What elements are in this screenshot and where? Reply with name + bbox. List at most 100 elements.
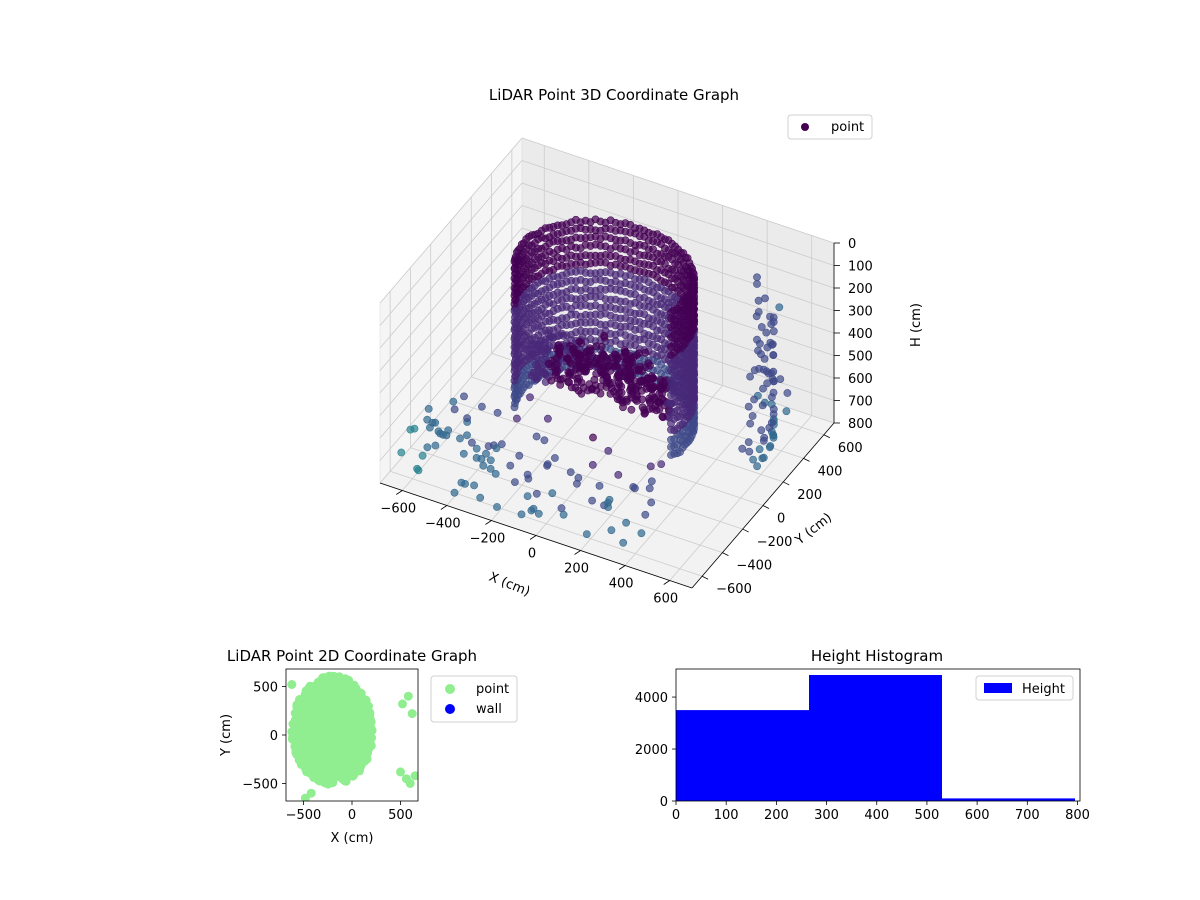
point-3d	[523, 492, 532, 500]
point-3d	[510, 350, 519, 359]
point-3d	[759, 436, 768, 445]
point-3d	[463, 414, 471, 423]
point-3d	[543, 461, 551, 470]
point-3d	[534, 509, 543, 518]
point-3d	[753, 280, 761, 288]
point-2d	[403, 691, 413, 701]
chart-3d-legend-marker	[801, 123, 809, 131]
point-3d	[510, 334, 519, 343]
point-3d	[529, 504, 538, 513]
point-3d	[564, 377, 572, 386]
chart-3d-zlabel: H (cm)	[909, 303, 924, 347]
chart-3d-ticks: −600 −400 −200 0 200 400 600 −600 −400 −200 0 200 40…	[379, 237, 873, 607]
point-3d	[572, 364, 581, 372]
chart-2d-legend-point-label: point	[476, 682, 509, 697]
point-3d	[637, 377, 645, 386]
grid-left-z	[379, 182, 523, 349]
point-3d	[605, 495, 614, 504]
point-3d	[638, 395, 646, 404]
point-3d	[607, 526, 616, 535]
point-3d	[646, 361, 654, 370]
point-3d	[541, 370, 550, 379]
point-2d	[318, 688, 328, 698]
point-3d	[647, 498, 656, 507]
chart-3d-points	[397, 215, 792, 547]
point-2d	[309, 752, 319, 762]
tick-z-label: 300	[848, 305, 873, 320]
point-3d	[510, 257, 519, 266]
point-3d	[638, 367, 646, 375]
point-3d	[510, 325, 519, 334]
point-3d	[486, 456, 495, 465]
point-3d	[472, 444, 481, 453]
point-2d	[366, 741, 376, 751]
point-2d	[330, 740, 340, 750]
point-3d	[627, 390, 636, 398]
point-3d	[456, 434, 464, 443]
point-3d	[753, 273, 761, 282]
point-3d	[746, 372, 754, 381]
point-2d	[329, 686, 339, 695]
point-3d	[769, 313, 778, 322]
point-3d	[667, 443, 675, 451]
point-2d	[290, 715, 300, 725]
tick-z-label: 500	[848, 350, 873, 365]
point-2d	[300, 793, 310, 801]
point-3d	[588, 496, 596, 505]
point-3d	[646, 462, 655, 471]
point-3d	[510, 274, 519, 283]
point-3d	[510, 392, 519, 401]
point-3d	[631, 395, 640, 404]
point-3d	[619, 403, 627, 412]
point-2d	[311, 699, 321, 709]
chart-3d-xlabel: X (cm)	[487, 570, 532, 600]
point-3d	[510, 376, 519, 385]
point-3d	[667, 408, 675, 417]
point-3d	[750, 366, 759, 375]
tick-hist-y-label: 2000	[635, 743, 668, 758]
tick-x	[396, 490, 403, 495]
point-3d	[769, 388, 778, 397]
chart-2d-xlabel: X (cm)	[331, 831, 374, 846]
point-3d	[510, 367, 519, 375]
point-2d	[360, 756, 369, 766]
grid-left-z	[379, 205, 523, 371]
point-3d	[566, 368, 575, 377]
point-3d	[532, 489, 541, 498]
histogram-legend-label: Height	[1022, 682, 1065, 697]
point-2d	[287, 727, 297, 737]
point-3d	[647, 477, 656, 486]
point-3d	[667, 435, 675, 444]
tick-y-label: 600	[838, 441, 863, 456]
tick-z-label: 400	[848, 327, 873, 342]
tick-x	[618, 565, 626, 570]
point-3d	[749, 455, 757, 464]
point-3d	[746, 419, 755, 428]
point-3d	[418, 451, 427, 460]
point-3d	[667, 366, 675, 375]
point-2d	[398, 699, 407, 709]
point-3d	[573, 377, 582, 386]
point-3d	[750, 395, 758, 404]
point-2d	[327, 772, 337, 781]
chart-2d-ylabel: Y (cm)	[219, 714, 234, 757]
chart-3d-legend-box	[787, 114, 873, 140]
point-3d	[757, 323, 766, 331]
tick-hist-y-label: 4000	[635, 691, 668, 706]
tick-y	[783, 481, 790, 486]
point-2d	[347, 688, 357, 698]
point-3d	[641, 510, 650, 519]
point-2d	[356, 725, 366, 735]
point-3d	[526, 393, 534, 402]
tick-x-label: −400	[425, 517, 461, 532]
point-2d	[326, 701, 336, 711]
grid-left-z	[379, 137, 523, 304]
point-2d	[339, 763, 349, 772]
point-2d	[291, 742, 300, 752]
point-3d	[534, 366, 543, 375]
point-3d	[575, 337, 584, 346]
chart-2d-legend-point-marker	[445, 684, 455, 694]
point-3d	[510, 300, 519, 309]
point-3d	[431, 441, 440, 450]
